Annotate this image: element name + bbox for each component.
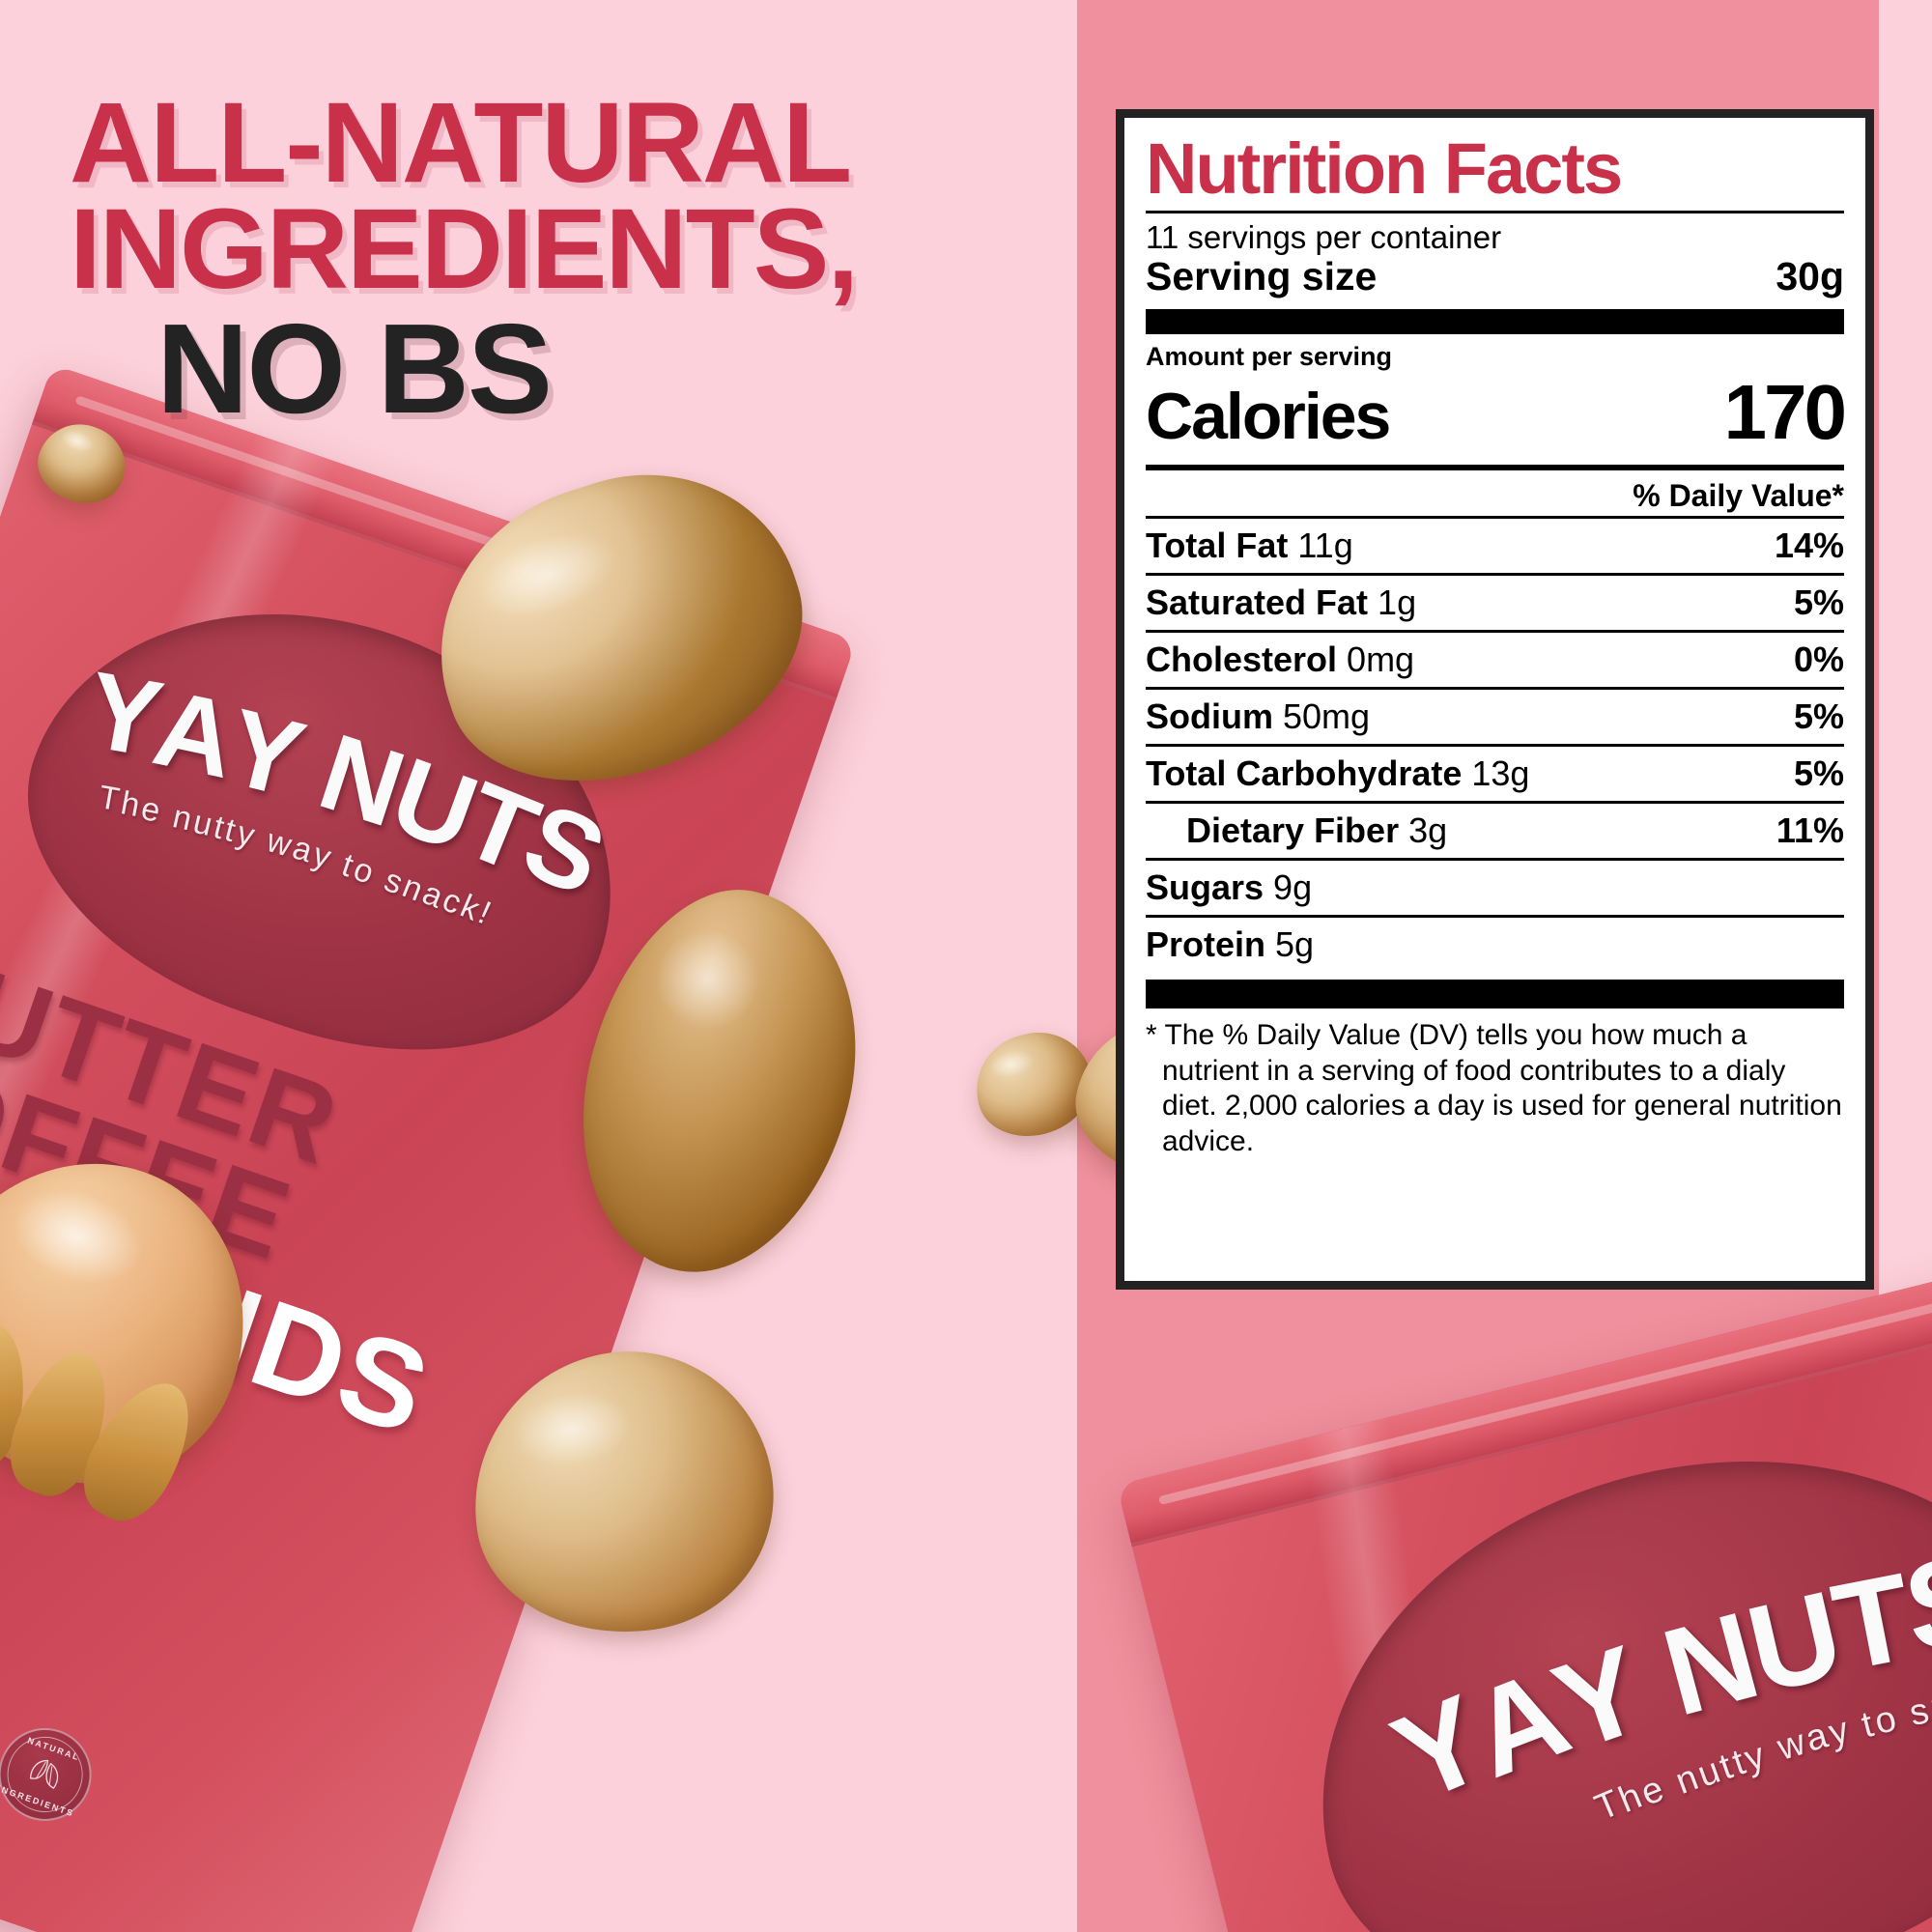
- daily-value-header: % Daily Value*: [1633, 477, 1844, 513]
- nutrient-amount: 11g: [1297, 525, 1353, 565]
- amount-per-serving-label: Amount per serving: [1146, 341, 1393, 371]
- daily-value-footnote: * The % Daily Value (DV) tells you how m…: [1146, 1018, 1842, 1157]
- nutrient-row: Total Fat 11g 14%: [1146, 515, 1844, 573]
- divider-under-title: [1146, 211, 1844, 213]
- serving-size-row: Serving size 30g: [1146, 254, 1844, 299]
- calories-label: Calories: [1146, 379, 1391, 453]
- divider-thick-2: [1146, 979, 1844, 1009]
- divider-under-calories: [1146, 464, 1844, 470]
- nutrient-row: Cholesterol 0mg 0%: [1146, 629, 1844, 687]
- nutrient-row: Dietary Fiber 3g 11%: [1146, 800, 1844, 858]
- serving-size-value: 30g: [1776, 253, 1844, 298]
- headline-block: ALL-NATURAL INGREDIENTS, NO BS: [70, 79, 1036, 440]
- natural-ingredients-badge: NATURAL INGREDIENTS: [0, 1715, 104, 1833]
- headline-line-2: INGREDIENTS,: [70, 185, 859, 314]
- headline-line-1: ALL-NATURAL: [70, 79, 852, 207]
- servings-per-container: 11 servings per container: [1146, 219, 1502, 255]
- nutrient-row: Sugars 9g: [1146, 857, 1844, 915]
- nutrient-row: Total Carbohydrate 13g 5%: [1146, 743, 1844, 801]
- nutrition-rows-container: Total Fat 11g 14% Saturated Fat 1g 5% Choles…: [1146, 515, 1844, 972]
- nutrient-name: Cholesterol 0mg: [1146, 639, 1415, 679]
- nutrient-name: Total Fat 11g: [1146, 525, 1353, 565]
- nutrient-daily-value: 5%: [1793, 753, 1844, 793]
- nutrient-daily-value: 0%: [1793, 639, 1844, 679]
- nutrient-daily-value: 5%: [1793, 582, 1844, 622]
- nutrition-facts-title: Nutrition Facts: [1146, 128, 1623, 209]
- nutrient-name: Sugars 9g: [1146, 867, 1313, 907]
- nutrient-amount: 9g: [1273, 867, 1313, 907]
- nutrient-row: Saturated Fat 1g 5%: [1146, 572, 1844, 630]
- product-pouch-main: YAY NUTS The nutty way to snack! BUTTER …: [0, 363, 857, 1932]
- calories-value: 170: [1723, 368, 1847, 455]
- nutrition-facts-card: Nutrition Facts 11 servings per containe…: [1116, 109, 1874, 1290]
- nutrient-amount: 5g: [1275, 923, 1315, 964]
- leaf-icon: [19, 1751, 71, 1797]
- nutrient-amount: 3g: [1408, 810, 1448, 850]
- nutrient-amount: 50mg: [1283, 696, 1371, 736]
- nutrient-amount: 0mg: [1347, 639, 1415, 679]
- calories-row: Calories 170: [1146, 368, 1847, 457]
- divider-thick-1: [1146, 308, 1844, 334]
- nutrient-name: Saturated Fat 1g: [1146, 582, 1417, 622]
- nutrient-name: Total Carbohydrate 13g: [1146, 753, 1530, 793]
- nutrient-row: Protein 5g: [1146, 914, 1844, 972]
- nutrient-name: Protein 5g: [1146, 923, 1315, 964]
- serving-size-label: Serving size: [1146, 253, 1378, 298]
- nutrient-amount: 13g: [1471, 753, 1530, 793]
- nutrient-name: Sodium 50mg: [1146, 696, 1371, 736]
- nutrient-name: Dietary Fiber 3g: [1186, 810, 1448, 850]
- nutrient-daily-value: 14%: [1774, 525, 1844, 565]
- headline-line-3: NO BS: [156, 298, 553, 440]
- nutrient-daily-value: 5%: [1793, 696, 1844, 736]
- nutrient-daily-value: 11%: [1776, 810, 1844, 850]
- nutrient-amount: 1g: [1378, 582, 1417, 622]
- nutrient-row: Sodium 50mg 5%: [1146, 686, 1844, 744]
